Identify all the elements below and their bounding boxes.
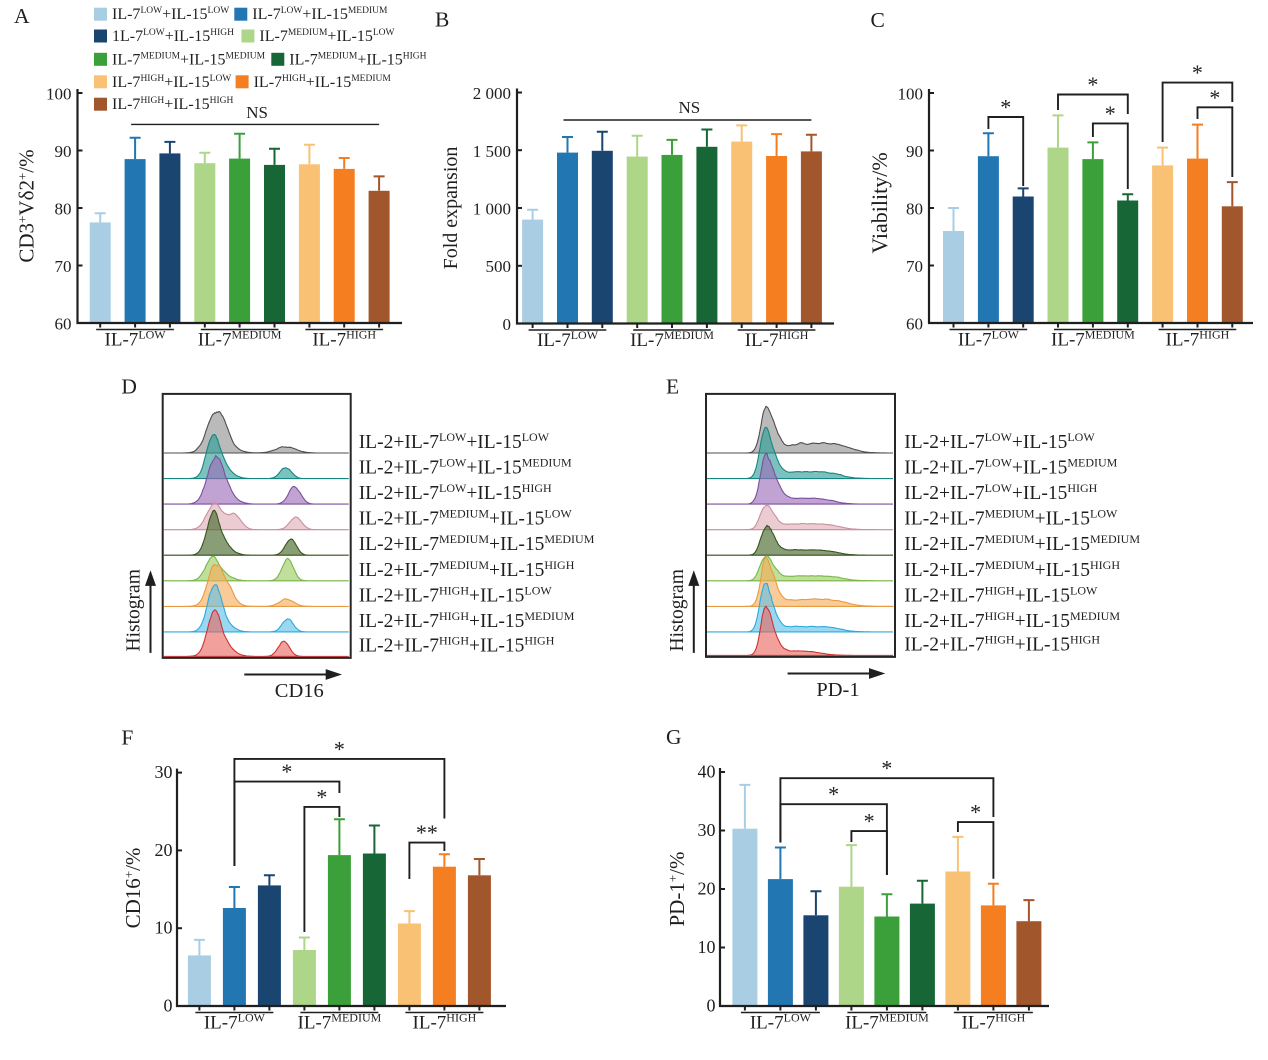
svg-text:30: 30: [698, 820, 716, 840]
svg-text:IL-7MEDIUM: IL-7MEDIUM: [845, 1011, 929, 1034]
svg-text:*: *: [1087, 72, 1098, 97]
svg-text:G: G: [666, 725, 682, 749]
svg-text:*: *: [828, 782, 839, 807]
svg-text:IL-7LOW: IL-7LOW: [204, 1011, 266, 1034]
svg-text:IL-2+IL-7MEDIUM+IL-15MEDIUM: IL-2+IL-7MEDIUM+IL-15MEDIUM: [359, 532, 595, 555]
svg-text:80: 80: [906, 200, 923, 219]
svg-text:IL-7MEDIUM: IL-7MEDIUM: [630, 328, 714, 351]
svg-text:Histogram: Histogram: [667, 569, 688, 651]
svg-text:IL-2+IL-7LOW+IL-15MEDIUM: IL-2+IL-7LOW+IL-15MEDIUM: [904, 456, 1117, 479]
svg-text:0: 0: [164, 996, 173, 1016]
svg-text:2 000: 2 000: [473, 84, 511, 103]
svg-text:E: E: [666, 375, 679, 399]
svg-text:IL-7LOW: IL-7LOW: [958, 328, 1020, 351]
svg-text:IL-7HIGH: IL-7HIGH: [1166, 328, 1230, 351]
svg-text:1 500: 1 500: [473, 142, 511, 161]
svg-text:IL-2+IL-7MEDIUM+IL-15LOW: IL-2+IL-7MEDIUM+IL-15LOW: [359, 507, 573, 530]
svg-text:IL-7MEDIUM+IL-15MEDIUM: IL-7MEDIUM+IL-15MEDIUM: [112, 51, 266, 68]
svg-text:*: *: [334, 736, 345, 761]
svg-text:Viability/%: Viability/%: [867, 152, 892, 253]
svg-text:CD16: CD16: [275, 680, 324, 702]
svg-text:70: 70: [55, 257, 72, 276]
svg-text:NS: NS: [246, 103, 268, 122]
svg-text:IL-2+IL-7LOW+IL-15LOW: IL-2+IL-7LOW+IL-15LOW: [904, 430, 1095, 453]
svg-text:0: 0: [707, 996, 716, 1016]
svg-text:90: 90: [906, 142, 923, 161]
svg-text:F: F: [121, 725, 133, 749]
svg-text:*: *: [1000, 95, 1011, 120]
svg-text:C: C: [871, 8, 885, 32]
svg-text:IL-2+IL-7HIGH+IL-15MEDIUM: IL-2+IL-7HIGH+IL-15MEDIUM: [359, 609, 575, 632]
svg-text:IL-7HIGH: IL-7HIGH: [962, 1011, 1026, 1034]
svg-text:*: *: [970, 800, 981, 825]
svg-text:40: 40: [698, 762, 716, 782]
svg-text:*: *: [1209, 85, 1220, 110]
svg-text:IL-7LOW: IL-7LOW: [105, 328, 167, 351]
svg-text:90: 90: [55, 142, 72, 161]
svg-text:IL-7LOW: IL-7LOW: [537, 328, 599, 351]
svg-text:IL-2+IL-7MEDIUM+IL-15HIGH: IL-2+IL-7MEDIUM+IL-15HIGH: [359, 558, 575, 581]
svg-text:IL-2+IL-7LOW+IL-15LOW: IL-2+IL-7LOW+IL-15LOW: [359, 430, 550, 453]
svg-text:PD-1: PD-1: [816, 679, 859, 701]
svg-text:60: 60: [906, 315, 923, 334]
svg-text:0: 0: [503, 315, 512, 334]
svg-text:IL-7MEDIUM: IL-7MEDIUM: [1051, 328, 1135, 351]
svg-text:IL-2+IL-7MEDIUM+IL-15MEDIUM: IL-2+IL-7MEDIUM+IL-15MEDIUM: [904, 532, 1140, 555]
svg-text:IL-7MEDIUM: IL-7MEDIUM: [298, 1011, 382, 1034]
svg-text:20: 20: [698, 879, 716, 899]
svg-text:IL-2+IL-7HIGH+IL-15LOW: IL-2+IL-7HIGH+IL-15LOW: [359, 583, 553, 606]
svg-text:CD3+Vδ2+/%: CD3+Vδ2+/%: [15, 149, 39, 262]
svg-text:IL-2+IL-7LOW+IL-15HIGH: IL-2+IL-7LOW+IL-15HIGH: [359, 481, 552, 504]
svg-text:100: 100: [898, 85, 924, 104]
svg-text:IL-7HIGH+IL-15HIGH: IL-7HIGH+IL-15HIGH: [112, 96, 234, 113]
svg-text:70: 70: [906, 257, 923, 276]
svg-text:500: 500: [486, 257, 512, 276]
svg-text:CD16+/%: CD16+/%: [121, 848, 145, 929]
svg-text:IL-7MEDIUM+IL-15HIGH: IL-7MEDIUM+IL-15HIGH: [289, 51, 426, 68]
svg-text:IL-7HIGH: IL-7HIGH: [745, 328, 809, 351]
svg-text:IL-2+IL-7MEDIUM+IL-15LOW: IL-2+IL-7MEDIUM+IL-15LOW: [904, 507, 1118, 530]
svg-text:D: D: [121, 375, 137, 399]
svg-text:IL-7HIGH+IL-15MEDIUM: IL-7HIGH+IL-15MEDIUM: [254, 74, 392, 91]
svg-text:IL-2+IL-7HIGH+IL-15MEDIUM: IL-2+IL-7HIGH+IL-15MEDIUM: [904, 609, 1120, 632]
svg-text:20: 20: [155, 840, 173, 860]
svg-text:IL-7MEDIUM+IL-15LOW: IL-7MEDIUM+IL-15LOW: [259, 28, 394, 45]
svg-text:10: 10: [155, 918, 173, 938]
svg-text:*: *: [1192, 60, 1203, 85]
svg-text:IL-2+IL-7HIGH+IL-15LOW: IL-2+IL-7HIGH+IL-15LOW: [904, 583, 1098, 606]
svg-text:IL-7LOW+IL-15LOW: IL-7LOW+IL-15LOW: [112, 6, 229, 23]
svg-text:B: B: [435, 8, 449, 32]
svg-text:**: **: [416, 820, 438, 845]
svg-text:1L-7LOW+IL-15HIGH: 1L-7LOW+IL-15HIGH: [112, 28, 234, 45]
svg-text:100: 100: [46, 85, 72, 104]
svg-text:Histogram: Histogram: [124, 569, 145, 651]
svg-text:Fold expansion: Fold expansion: [440, 147, 462, 270]
svg-text:NS: NS: [679, 98, 701, 117]
svg-text:IL-2+IL-7MEDIUM+IL-15HIGH: IL-2+IL-7MEDIUM+IL-15HIGH: [904, 558, 1120, 581]
svg-text:*: *: [281, 759, 292, 784]
svg-text:IL-7HIGH: IL-7HIGH: [312, 328, 376, 351]
svg-text:IL-7LOW+IL-15MEDIUM: IL-7LOW+IL-15MEDIUM: [252, 6, 388, 23]
svg-text:IL-7MEDIUM: IL-7MEDIUM: [198, 328, 282, 351]
svg-text:*: *: [1105, 101, 1116, 126]
svg-text:80: 80: [55, 200, 72, 219]
svg-text:*: *: [864, 809, 875, 834]
svg-text:IL-2+IL-7LOW+IL-15HIGH: IL-2+IL-7LOW+IL-15HIGH: [904, 481, 1097, 504]
svg-text:1 000: 1 000: [473, 200, 511, 219]
svg-text:IL-7HIGH: IL-7HIGH: [413, 1011, 477, 1034]
svg-text:*: *: [881, 756, 892, 781]
svg-text:*: *: [316, 784, 327, 809]
svg-text:A: A: [14, 4, 30, 28]
svg-text:IL-7LOW: IL-7LOW: [750, 1011, 812, 1034]
svg-text:IL-2+IL-7HIGH+IL-15HIGH: IL-2+IL-7HIGH+IL-15HIGH: [904, 632, 1100, 655]
svg-text:10: 10: [698, 937, 716, 957]
svg-text:IL-7HIGH+IL-15LOW: IL-7HIGH+IL-15LOW: [112, 74, 231, 91]
svg-text:IL-2+IL-7HIGH+IL-15HIGH: IL-2+IL-7HIGH+IL-15HIGH: [359, 633, 555, 656]
svg-text:PD-1+/%: PD-1+/%: [665, 851, 689, 926]
svg-text:30: 30: [155, 762, 173, 782]
svg-text:IL-2+IL-7LOW+IL-15MEDIUM: IL-2+IL-7LOW+IL-15MEDIUM: [359, 456, 572, 479]
svg-text:60: 60: [55, 315, 72, 334]
